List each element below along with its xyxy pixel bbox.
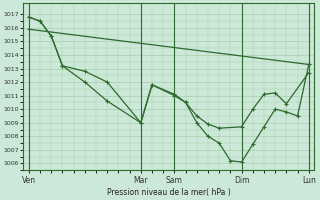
X-axis label: Pression niveau de la mer( hPa ): Pression niveau de la mer( hPa ) <box>107 188 231 197</box>
